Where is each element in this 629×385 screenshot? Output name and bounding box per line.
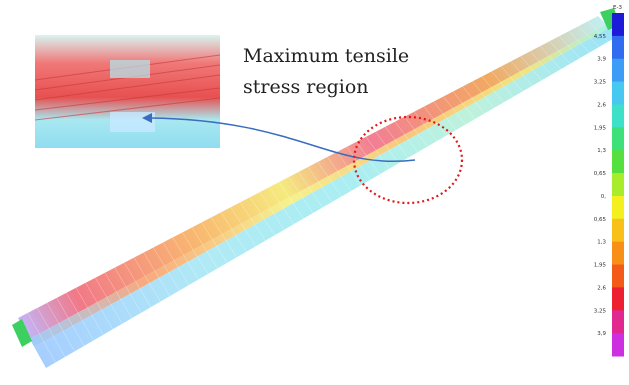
legend-swatch xyxy=(612,265,624,288)
legend-label: 3,9 xyxy=(597,57,606,63)
legend-label: 1,3 xyxy=(597,148,606,154)
legend-label: 2,6 xyxy=(597,102,606,108)
annotation-line: stress region xyxy=(243,76,369,98)
legend-swatch xyxy=(612,196,624,219)
legend-label: 0, xyxy=(601,194,606,200)
legend-label: 4,55 xyxy=(594,34,607,40)
legend-title: E-3 xyxy=(613,5,622,11)
legend-label: 3,25 xyxy=(594,308,607,314)
legend-swatch xyxy=(612,150,624,173)
legend-label: 3,25 xyxy=(594,80,607,86)
legend-swatch xyxy=(612,36,624,59)
legend-label: 1,95 xyxy=(594,125,607,131)
legend-swatch xyxy=(612,219,624,242)
legend-label: 0,65 xyxy=(594,217,607,223)
legend-label: 2,6 xyxy=(597,285,606,291)
legend-swatch xyxy=(612,13,624,36)
legend-label: 1,95 xyxy=(594,263,607,269)
legend-swatch xyxy=(612,173,624,196)
legend-swatch xyxy=(612,242,624,265)
legend-swatch xyxy=(612,104,624,127)
annotation-line: Maximum tensile xyxy=(243,45,409,67)
legend-swatch xyxy=(612,127,624,150)
legend-swatch xyxy=(612,59,624,82)
legend-swatch xyxy=(612,310,624,333)
legend-label: 1,3 xyxy=(597,240,606,246)
legend-swatch xyxy=(612,333,624,356)
inset xyxy=(35,35,220,148)
legend-swatch xyxy=(612,287,624,310)
screenshot: Maximum tensile stress region E-3 4,55 3,… xyxy=(0,0,629,385)
legend-swatch xyxy=(612,82,624,105)
legend: E-3 4,55 3,9 3,25 2,6 1,95 1,3 0,65 0, 0,65 1,3 1,… xyxy=(594,5,624,357)
legend-label: 0,65 xyxy=(594,171,607,177)
legend-label: 3,9 xyxy=(597,331,606,337)
